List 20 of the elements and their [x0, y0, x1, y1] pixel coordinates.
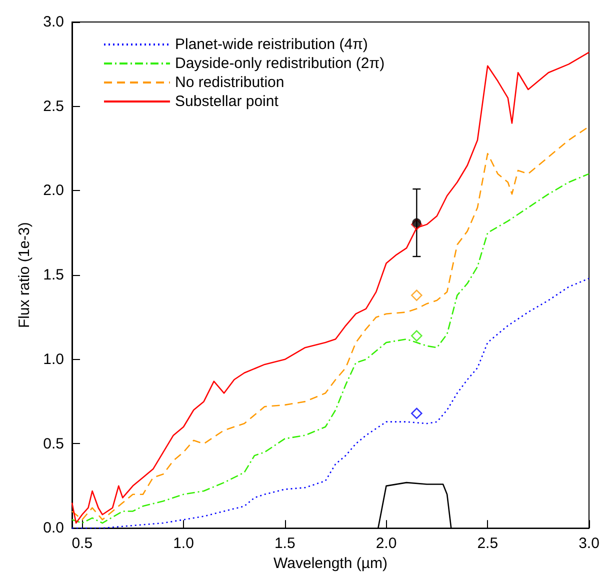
x-tick-label: 1.0: [173, 535, 194, 552]
legend-label: Dayside-only redistribution (2π): [175, 55, 385, 72]
x-tick-label: 1.5: [274, 535, 296, 552]
y-tick-label: 0.0: [43, 520, 64, 537]
legend-label: No redistribution: [175, 74, 284, 91]
x-tick-label: 2.0: [376, 535, 397, 552]
legend-label: Planet-wide reistribution (4π): [175, 36, 368, 53]
y-axis-title: Flux ratio (1e-3): [16, 222, 33, 328]
legend-label: Substellar point: [175, 93, 280, 110]
line-series: [71, 52, 590, 524]
y-tick-label: 1.5: [43, 266, 64, 284]
y-tick-label: 2.5: [43, 98, 64, 115]
y-tick-label: 3.0: [43, 14, 64, 30]
y-tick-label: 2.0: [43, 182, 64, 200]
y-tick-label: 1.0: [43, 350, 64, 368]
x-axis-title: Wavelength (µm): [274, 555, 388, 572]
y-tick-label: 0.5: [43, 435, 64, 452]
x-tick-label: 2.5: [477, 535, 498, 552]
x-tick-label: 3.0: [578, 535, 600, 552]
x-tick-label: 0.5: [72, 535, 93, 552]
